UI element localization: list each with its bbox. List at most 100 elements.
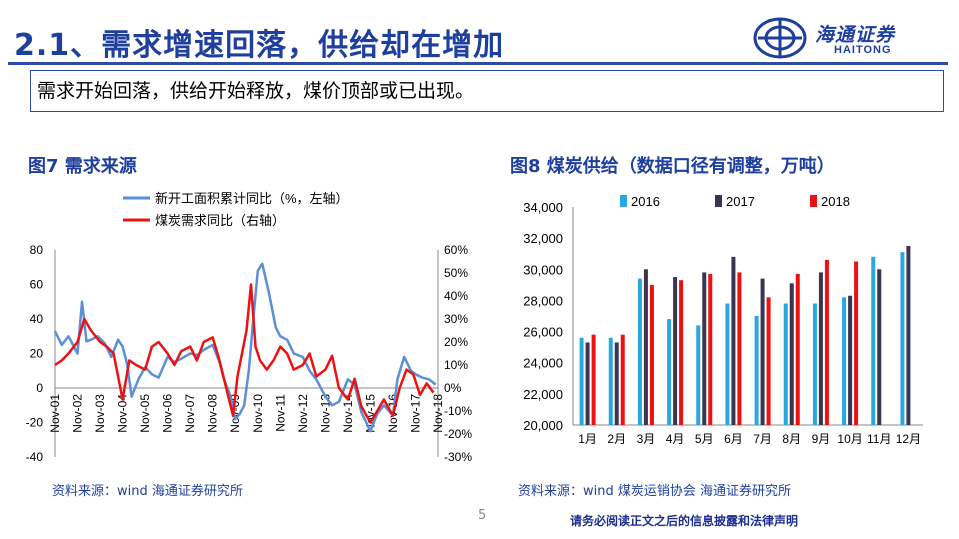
bar-2016 — [783, 303, 788, 425]
x-tick-label: 1月 — [578, 432, 597, 446]
right-y-tick-label: 60% — [444, 243, 468, 257]
bar-2016 — [579, 337, 584, 425]
y-tick-label: 20,000 — [523, 418, 563, 433]
x-tick-label: Nov-04 — [116, 394, 130, 433]
summary-box: 需求开始回落，供给开始释放，煤价顶部或已出现。 — [30, 70, 944, 112]
x-tick-label: Nov-10 — [251, 394, 265, 433]
haitong-logo: 海通证券 HAITONG — [752, 16, 942, 60]
left-y-tick-label: -40 — [26, 450, 44, 464]
bar-2016 — [696, 325, 701, 425]
page-number: 5 — [478, 508, 487, 523]
left-y-tick-label: 40 — [30, 312, 44, 326]
left-figure-title: 图7 需求来源 — [28, 156, 137, 177]
y-tick-label: 22,000 — [523, 387, 563, 402]
bar-2017 — [673, 277, 678, 425]
x-tick-label: 2月 — [607, 432, 626, 446]
bar-2018 — [679, 280, 684, 425]
x-tick-label: 9月 — [812, 432, 831, 446]
bar-2018 — [854, 261, 859, 425]
bar-2017 — [848, 295, 853, 425]
legend-swatch-2016 — [620, 195, 627, 207]
x-tick-label: Nov-03 — [93, 394, 107, 433]
y-tick-label: 30,000 — [523, 262, 563, 277]
x-tick-label: Nov-12 — [296, 394, 310, 433]
x-tick-label: 6月 — [724, 432, 743, 446]
bar-2018 — [737, 272, 742, 425]
x-tick-label: 5月 — [695, 432, 714, 446]
x-tick-label: Nov-18 — [431, 394, 445, 433]
y-tick-label: 32,000 — [523, 231, 563, 246]
left-y-tick-label: 0 — [36, 381, 43, 395]
legend-swatch-2017 — [715, 195, 722, 207]
right-y-tick-label: 50% — [444, 266, 468, 280]
bar-2016 — [871, 256, 876, 425]
legend-label-2: 煤炭需求同比（右轴） — [155, 213, 285, 228]
bar-2017 — [643, 269, 648, 425]
x-tick-label: Nov-06 — [161, 394, 175, 433]
bar-2016 — [842, 297, 847, 425]
right-y-tick-label: -10% — [444, 404, 472, 418]
bar-2017 — [906, 245, 911, 425]
x-tick-label: Nov-05 — [138, 394, 152, 433]
right-y-tick-label: -20% — [444, 427, 472, 441]
right-figure-title: 图8 煤炭供给（数据口径有调整，万吨） — [510, 156, 835, 177]
legend-label-2018: 2018 — [821, 194, 850, 209]
haitong-emblem-icon — [753, 17, 807, 59]
right-source-note: 资料来源：wind 煤炭运销协会 海通证券研究所 — [518, 484, 792, 499]
x-tick-label: 11月 — [867, 432, 891, 446]
bar-2018 — [591, 334, 596, 425]
x-tick-label: Nov-02 — [71, 394, 85, 433]
legend-swatch-2018 — [810, 195, 817, 207]
x-tick-label: Nov-07 — [183, 394, 197, 433]
x-tick-label: Nov-17 — [408, 394, 422, 433]
bar-2017 — [585, 342, 590, 425]
legend-label-1: 新开工面积累计同比（%，左轴） — [155, 191, 349, 206]
demand-line-chart: 新开工面积累计同比（%，左轴） 煤炭需求同比（右轴） 80 60 40 20 0 -20 -40… — [26, 191, 473, 464]
bar-2016 — [667, 319, 672, 425]
bar-2017 — [702, 272, 707, 425]
x-tick-label: Nov-01 — [48, 394, 62, 433]
series-line-1 — [53, 262, 437, 433]
x-tick-label: Nov-14 — [341, 394, 355, 433]
series-line-2 — [54, 283, 435, 424]
logo-text-en: HAITONG — [834, 44, 892, 56]
y-tick-label: 28,000 — [523, 293, 563, 308]
page-title: 2.1、需求增速回落，供给却在增加 — [14, 28, 505, 63]
x-tick-label: Nov-13 — [318, 394, 332, 433]
bar-2018 — [766, 297, 771, 425]
left-y-tick-label: -20 — [26, 416, 44, 430]
bar-2017 — [877, 269, 882, 425]
right-y-tick-label: 10% — [444, 358, 468, 372]
bar-2018 — [649, 284, 654, 425]
y-tick-label: 26,000 — [523, 325, 563, 340]
right-y-tick-label: -30% — [444, 450, 472, 464]
right-y-tick-label: 20% — [444, 335, 468, 349]
x-tick-label: 8月 — [782, 432, 801, 446]
title-divider — [8, 62, 948, 65]
x-tick-label: 12月 — [896, 432, 921, 446]
right-y-tick-label: 0% — [444, 381, 462, 395]
right-y-tick-label: 30% — [444, 312, 468, 326]
bar-2016 — [900, 252, 905, 425]
bar-2016 — [812, 303, 817, 425]
left-y-tick-label: 80 — [30, 243, 44, 257]
x-tick-label: 10月 — [837, 432, 862, 446]
left-source-note: 资料来源：wind 海通证券研究所 — [52, 484, 243, 499]
y-tick-label: 24,000 — [523, 356, 563, 371]
x-tick-label: Nov-08 — [206, 394, 220, 433]
bar-2017 — [760, 278, 765, 425]
y-tick-label: 34,000 — [523, 200, 563, 215]
x-tick-label: 4月 — [666, 432, 685, 446]
bar-2016 — [608, 337, 613, 425]
right-y-tick-label: 40% — [444, 289, 468, 303]
bar-2017 — [789, 283, 794, 425]
bar-2016 — [725, 303, 730, 425]
left-y-tick-label: 20 — [30, 347, 44, 361]
bar-2018 — [824, 259, 829, 425]
bar-2017 — [818, 272, 823, 425]
legend-label-2017: 2017 — [726, 194, 755, 209]
x-tick-label: 3月 — [637, 432, 656, 446]
logo-text-cn: 海通证券 — [815, 24, 896, 46]
disclaimer-link[interactable]: 请务必阅读正文之后的信息披露和法律声明 — [570, 514, 799, 528]
x-tick-label: 7月 — [753, 432, 772, 446]
